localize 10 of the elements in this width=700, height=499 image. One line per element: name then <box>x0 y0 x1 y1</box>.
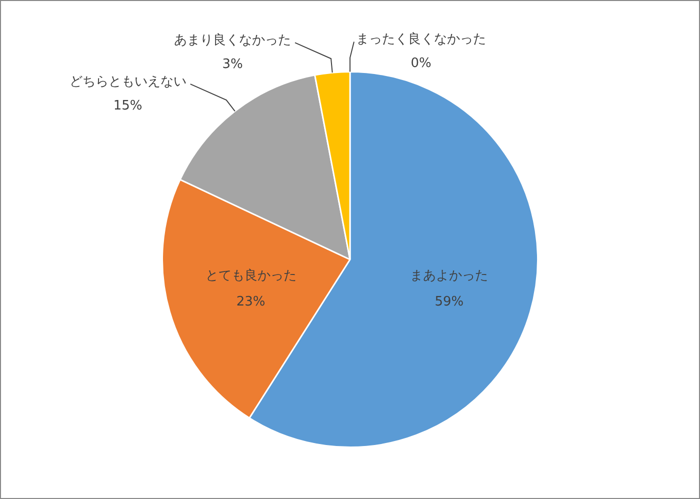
data-label: 23% <box>236 294 266 310</box>
slice-label: あまり良くなかった <box>174 33 292 48</box>
category-label: まったく良くなかった <box>356 32 486 48</box>
data-label: 3% <box>222 57 243 72</box>
data-label: 59% <box>434 294 464 310</box>
text: 0% <box>410 56 432 72</box>
slice-label: とても良かった <box>205 268 296 284</box>
slice-label: まあよかった <box>410 268 488 284</box>
data-label: 15% <box>113 98 142 114</box>
slice-label: どちらともいえない <box>69 74 186 90</box>
